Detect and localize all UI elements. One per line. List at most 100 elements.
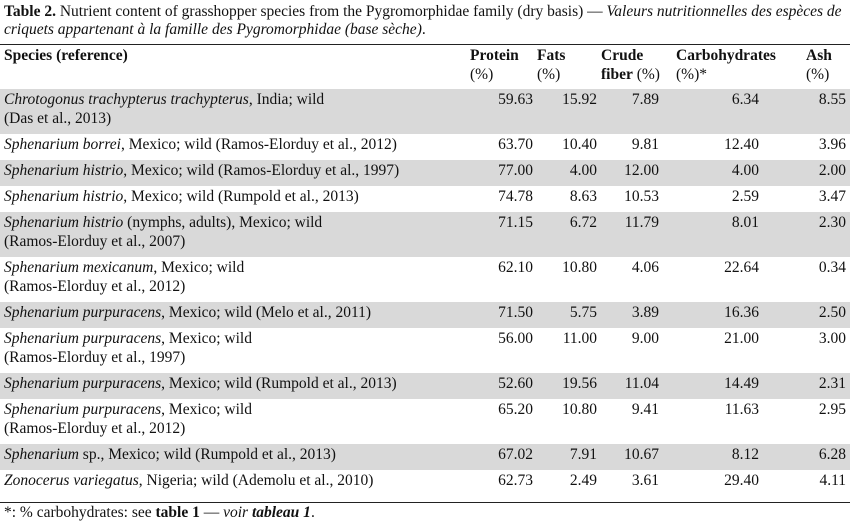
carb-value: 6.34	[676, 89, 806, 134]
species-reference: , Nigeria; wild (Ademolu et al., 2010)	[138, 472, 374, 489]
ash-value: 3.00	[818, 330, 846, 347]
species-reference: sp., Mexico; wild (Rumpold et al., 2013)	[78, 446, 336, 463]
table-row: Sphenarium histrio (nymphs, adults), Mex…	[0, 212, 850, 257]
species-name: Sphenarium histrio	[4, 188, 124, 205]
fats-value: 15.92	[537, 89, 601, 134]
header-protein: Protein (%)	[470, 46, 537, 89]
carb-value: 22.64	[724, 259, 759, 276]
species-reference: , Mexico; wild (Rumpold et al., 2013)	[123, 188, 359, 205]
species-name: Sphenarium purpuracens	[4, 375, 162, 392]
species-name: Sphenarium mexicanum	[4, 259, 154, 276]
ash-value: 2.50	[806, 302, 850, 328]
ash-value: 4.11	[819, 472, 846, 489]
species-name: Sphenarium	[4, 446, 79, 463]
species-cell: Sphenarium mexicanum, Mexico; wild (Ramos…	[0, 257, 470, 302]
fiber-value: 12.00	[601, 160, 676, 186]
species-cell: Chrotogonus trachypterus trachypterus, I…	[0, 89, 470, 134]
species-reference-line2: (Ramos-Elorduy et al., 2012)	[4, 278, 186, 295]
protein-value: 56.00	[498, 330, 533, 347]
carb-value: 21.00	[724, 330, 759, 347]
species-name: Sphenarium purpuracens	[4, 304, 162, 321]
protein-value: 67.02	[470, 444, 537, 470]
fiber-value: 7.89	[601, 89, 676, 134]
ash-value: 2.95	[818, 401, 846, 418]
table-row: Sphenarium mexicanum, Mexico; wild (Ramos…	[0, 257, 850, 302]
table-row: Sphenarium borrei, Mexico; wild (Ramos-E…	[0, 134, 850, 160]
protein-value: 62.10	[498, 259, 533, 276]
species-cell: Sphenarium borrei, Mexico; wild (Ramos-E…	[0, 134, 470, 160]
table-body: Chrotogonus trachypterus trachypterus, I…	[0, 89, 850, 496]
table-row: Zonocerus variegatus, Nigeria; wild (Ade…	[0, 470, 850, 496]
species-cell: Sphenarium purpuracens, Mexico; wild (Ru…	[0, 373, 470, 399]
species-name: Sphenarium borrei	[4, 136, 121, 153]
protein-value: 71.15	[470, 212, 537, 257]
protein-value: 63.70	[498, 136, 533, 153]
fiber-value: 9.00	[631, 330, 659, 347]
ash-value: 2.30	[806, 212, 850, 257]
species-cell: Zonocerus variegatus, Nigeria; wild (Ade…	[0, 470, 470, 496]
header-fats: Fats (%)	[537, 46, 601, 89]
species-name: Sphenarium purpuracens	[4, 401, 162, 418]
fats-value: 10.80	[562, 401, 597, 418]
protein-value: 59.63	[470, 89, 537, 134]
fiber-value: 10.53	[624, 188, 659, 205]
species-name: Sphenarium histrio	[4, 162, 124, 179]
header-fats-unit: (%)	[537, 66, 561, 83]
species-cell: Sphenarium histrio, Mexico; wild (Rumpol…	[0, 186, 470, 212]
fats-value: 8.63	[569, 188, 597, 205]
ash-value: 3.47	[818, 188, 846, 205]
species-reference: , Mexico; wild	[161, 330, 252, 347]
carb-value: 16.36	[676, 302, 806, 328]
species-reference: , Mexico; wild (Melo et al., 2011)	[161, 304, 372, 321]
species-cell: Sphenarium histrio, Mexico; wild (Ramos-…	[0, 160, 470, 186]
header-ash-unit: (%)	[806, 66, 830, 83]
species-name: Sphenarium histrio	[4, 214, 124, 231]
fats-value: 2.49	[569, 472, 597, 489]
species-cell: Sphenarium purpuracens, Mexico; wild (Me…	[0, 302, 470, 328]
caption-french: Valeurs nutritionnelles des espèces de c…	[4, 3, 842, 38]
ash-value: 8.55	[806, 89, 850, 134]
ash-value: 6.28	[806, 444, 850, 470]
ash-value: 2.00	[806, 160, 850, 186]
header-carbohydrates: Carbohydrates (%)*	[676, 46, 806, 89]
protein-value: 74.78	[498, 188, 533, 205]
header-fiber: Crude fiber (%)	[601, 47, 660, 83]
fiber-value: 11.04	[601, 373, 676, 399]
nutrient-table: Species (reference) Protein (%) Fats (%) C…	[0, 46, 850, 496]
caption-end: .	[421, 21, 426, 38]
fats-value: 11.00	[562, 330, 597, 347]
species-reference: , India; wild	[248, 91, 325, 108]
table-row: Chrotogonus trachypterus trachypterus, I…	[0, 89, 850, 134]
fiber-value: 9.41	[631, 401, 659, 418]
header-protein-unit: (%)	[470, 66, 494, 83]
fiber-value: 9.81	[631, 136, 659, 153]
fiber-value: 10.67	[601, 444, 676, 470]
table-row: Sphenarium purpuracens, Mexico; wild (Ru…	[0, 373, 850, 399]
protein-value: 62.73	[498, 472, 533, 489]
table-row: Sphenarium purpuracens, Mexico; wild (Ram…	[0, 328, 850, 373]
species-cell: Sphenarium purpuracens, Mexico; wild (Ram…	[0, 399, 470, 444]
species-reference-line2: (Das et al., 2013)	[4, 110, 112, 127]
species-reference-line2: (Ramos-Elorduy et al., 2007)	[4, 233, 186, 250]
fiber-value: 3.61	[631, 472, 659, 489]
carb-value: 8.01	[676, 212, 806, 257]
table-row: Sphenarium histrio, Mexico; wild (Rumpol…	[0, 186, 850, 212]
species-name: Zonocerus variegatus	[4, 472, 139, 489]
carb-value: 8.12	[676, 444, 806, 470]
table-footnote: *: % carbohydrates: see table 1 — voir t…	[4, 504, 315, 521]
carb-value: 4.00	[676, 160, 806, 186]
caption-english: Nutrient content of grasshopper species …	[55, 3, 607, 20]
carb-value: 11.63	[724, 401, 759, 418]
species-reference: , Mexico; wild (Ramos-Elorduy et al., 20…	[120, 136, 397, 153]
footnote-ref: table 1	[155, 504, 200, 521]
species-cell: Sphenarium purpuracens, Mexico; wild (Ram…	[0, 328, 470, 373]
species-reference: , Mexico; wild (Rumpold et al., 2013)	[161, 375, 397, 392]
species-reference: , Mexico; wild (Ramos-Elorduy et al., 19…	[123, 162, 400, 179]
table-row: Sphenarium purpuracens, Mexico; wild (Ram…	[0, 399, 850, 444]
carb-value: 12.40	[724, 136, 759, 153]
fats-value: 7.91	[537, 444, 601, 470]
bottom-rule	[0, 502, 850, 503]
fats-value: 10.40	[562, 136, 597, 153]
top-rule	[0, 44, 850, 45]
